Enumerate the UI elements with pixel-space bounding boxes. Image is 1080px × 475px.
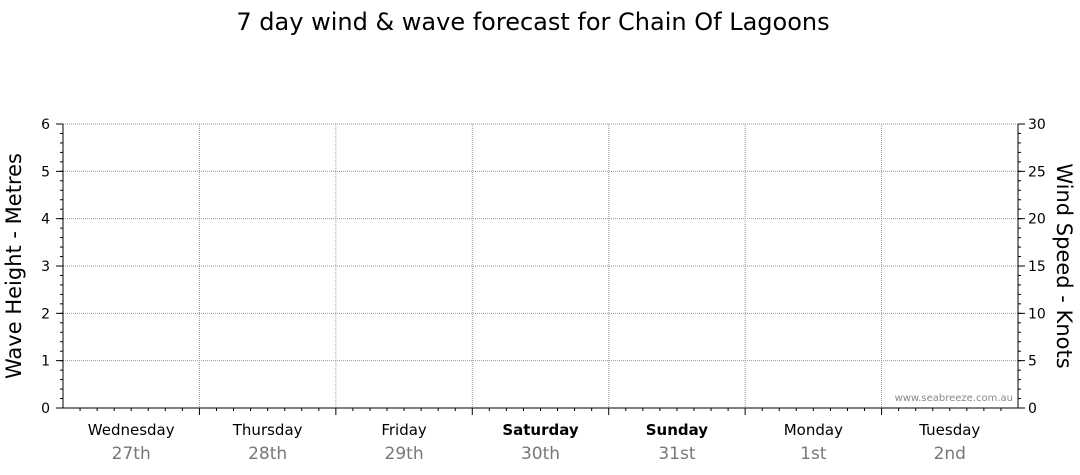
left-tick-label: 5 bbox=[41, 164, 50, 180]
right-tick-labels: 0 5 10 15 20 25 30 bbox=[1028, 117, 1046, 417]
left-tick-label: 3 bbox=[41, 259, 50, 275]
right-tick-label: 15 bbox=[1028, 259, 1046, 275]
y-right-axis-title: Wind Speed - Knots bbox=[1052, 163, 1076, 368]
y-left-axis-title: Wave Height - Metres bbox=[2, 153, 26, 379]
day-date-label: 31st bbox=[658, 444, 695, 464]
day-name-label: Sunday bbox=[646, 421, 709, 439]
day-date-label: 27th bbox=[112, 444, 151, 464]
left-tick-label: 6 bbox=[41, 117, 50, 133]
day-date-label: 1st bbox=[800, 444, 827, 464]
left-tick-label: 2 bbox=[41, 306, 50, 322]
axes bbox=[56, 123, 1025, 415]
right-tick-label: 0 bbox=[1028, 401, 1037, 417]
right-tick-label: 10 bbox=[1028, 306, 1046, 322]
right-tick-label: 5 bbox=[1028, 354, 1037, 370]
left-tick-label: 0 bbox=[41, 401, 50, 417]
day-date-label: 30th bbox=[521, 444, 560, 464]
day-name-label: Monday bbox=[784, 421, 843, 439]
day-name-label: Wednesday bbox=[88, 421, 175, 439]
right-tick-label: 30 bbox=[1028, 117, 1046, 133]
day-labels: Wednesday 27th Thursday 28th Friday 29th Satur… bbox=[88, 421, 981, 464]
left-tick-label: 4 bbox=[41, 212, 50, 228]
day-name-label: Tuesday bbox=[918, 421, 980, 439]
day-name-label: Thursday bbox=[232, 421, 303, 439]
chart-title: 7 day wind & wave forecast for Chain Of … bbox=[236, 8, 829, 36]
grid-lines bbox=[63, 123, 1018, 408]
day-date-label: 29th bbox=[385, 444, 424, 464]
day-date-label: 28th bbox=[248, 444, 287, 464]
right-tick-label: 25 bbox=[1028, 164, 1046, 180]
day-name-label: Friday bbox=[381, 421, 427, 439]
watermark: www.seabreeze.com.au bbox=[895, 393, 1013, 404]
left-tick-label: 1 bbox=[41, 354, 50, 370]
right-tick-label: 20 bbox=[1028, 212, 1046, 228]
day-date-label: 2nd bbox=[934, 444, 966, 464]
left-tick-labels: 0 1 2 3 4 5 6 bbox=[41, 117, 50, 417]
day-name-label: Saturday bbox=[502, 421, 579, 439]
